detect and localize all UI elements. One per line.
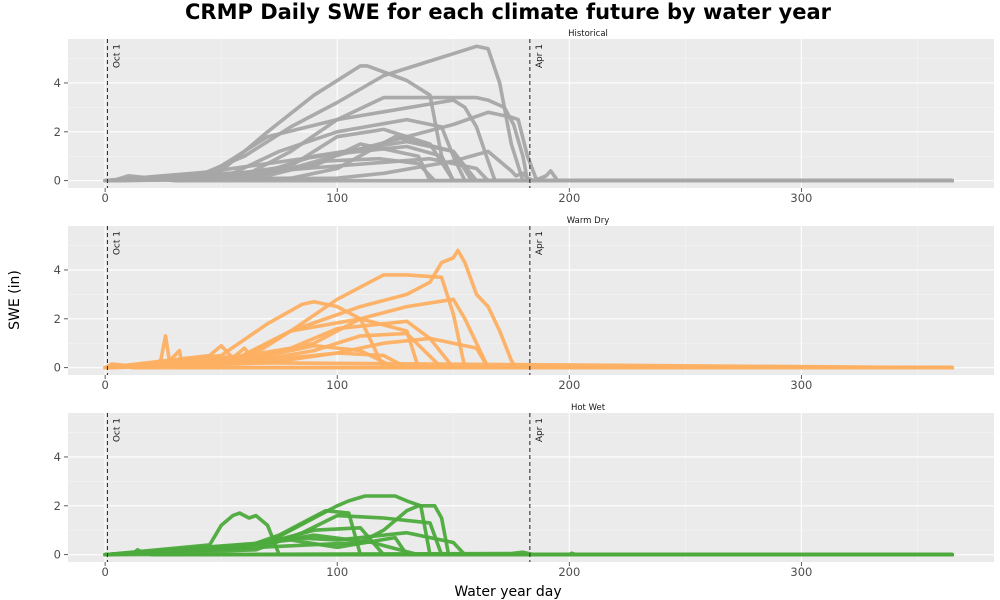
- x-tick-label: 0: [101, 378, 108, 392]
- series-line-historical-13: [103, 156, 955, 183]
- panel-title-warm-dry: Warm Dry: [567, 216, 609, 226]
- series-line-historical-14: [103, 149, 955, 183]
- series-line-warm-dry-13: [103, 343, 955, 370]
- x-tick-label: 0: [101, 191, 108, 205]
- reference-label-apr-1: Apr 1: [535, 418, 545, 442]
- y-tick-label: 0: [54, 361, 61, 375]
- reference-label-oct-1: Oct 1: [112, 231, 122, 255]
- reference-label-oct-1: Oct 1: [112, 418, 122, 442]
- y-tick-label: 0: [54, 174, 61, 188]
- y-tick-label: 2: [54, 125, 61, 139]
- panel-warm-dry: Warm Dry Oct 1 Apr 1 0 2 4 0 100 200 300: [54, 216, 994, 392]
- y-tick-label: 4: [54, 450, 61, 464]
- series-line-hot-wet-11: [103, 550, 955, 557]
- x-tick-label: 300: [790, 565, 812, 579]
- x-tick-label: 100: [326, 565, 348, 579]
- panel-historical: Historical Oct 1 Apr 1 0 2 4 0 100 200 300: [54, 29, 994, 205]
- x-tick-label: 200: [558, 378, 580, 392]
- x-axis-title: Water year day: [454, 584, 561, 600]
- reference-label-oct-1: Oct 1: [112, 44, 122, 68]
- panel-hot-wet: Hot Wet Oct 1 Apr 1 0 2 4 0 100 200 300: [54, 403, 994, 579]
- y-tick-label: 2: [54, 312, 61, 326]
- series-line-historical-3: [103, 95, 955, 183]
- y-axis-title: SWE (in): [7, 270, 23, 330]
- reference-label-apr-1: Apr 1: [535, 231, 545, 255]
- x-tick-label: 200: [558, 191, 580, 205]
- series-line-historical-15: [103, 174, 955, 183]
- panel-background: [68, 226, 994, 375]
- panel-background: [68, 413, 994, 562]
- series-line-warm-dry-14: [103, 362, 955, 370]
- x-tick-label: 0: [101, 565, 108, 579]
- x-tick-label: 300: [790, 378, 812, 392]
- y-tick-label: 4: [54, 263, 61, 277]
- series-line-hot-wet-5: [103, 513, 955, 557]
- panel-title-hot-wet: Hot Wet: [571, 403, 606, 413]
- x-tick-label: 200: [558, 565, 580, 579]
- reference-label-apr-1: Apr 1: [535, 44, 545, 68]
- x-tick-label: 300: [790, 191, 812, 205]
- y-tick-label: 0: [54, 548, 61, 562]
- x-tick-label: 100: [326, 191, 348, 205]
- series-line-historical-8: [103, 139, 955, 183]
- chart-title: CRMP Daily SWE for each climate future b…: [185, 0, 832, 24]
- x-tick-label: 100: [326, 378, 348, 392]
- series-line-historical-1: [103, 44, 955, 183]
- series-line-warm-dry-2: [103, 273, 955, 370]
- y-tick-label: 2: [54, 499, 61, 513]
- panel-title-historical: Historical: [568, 29, 608, 39]
- series-line-warm-dry-1: [103, 248, 955, 370]
- y-tick-label: 4: [54, 76, 61, 90]
